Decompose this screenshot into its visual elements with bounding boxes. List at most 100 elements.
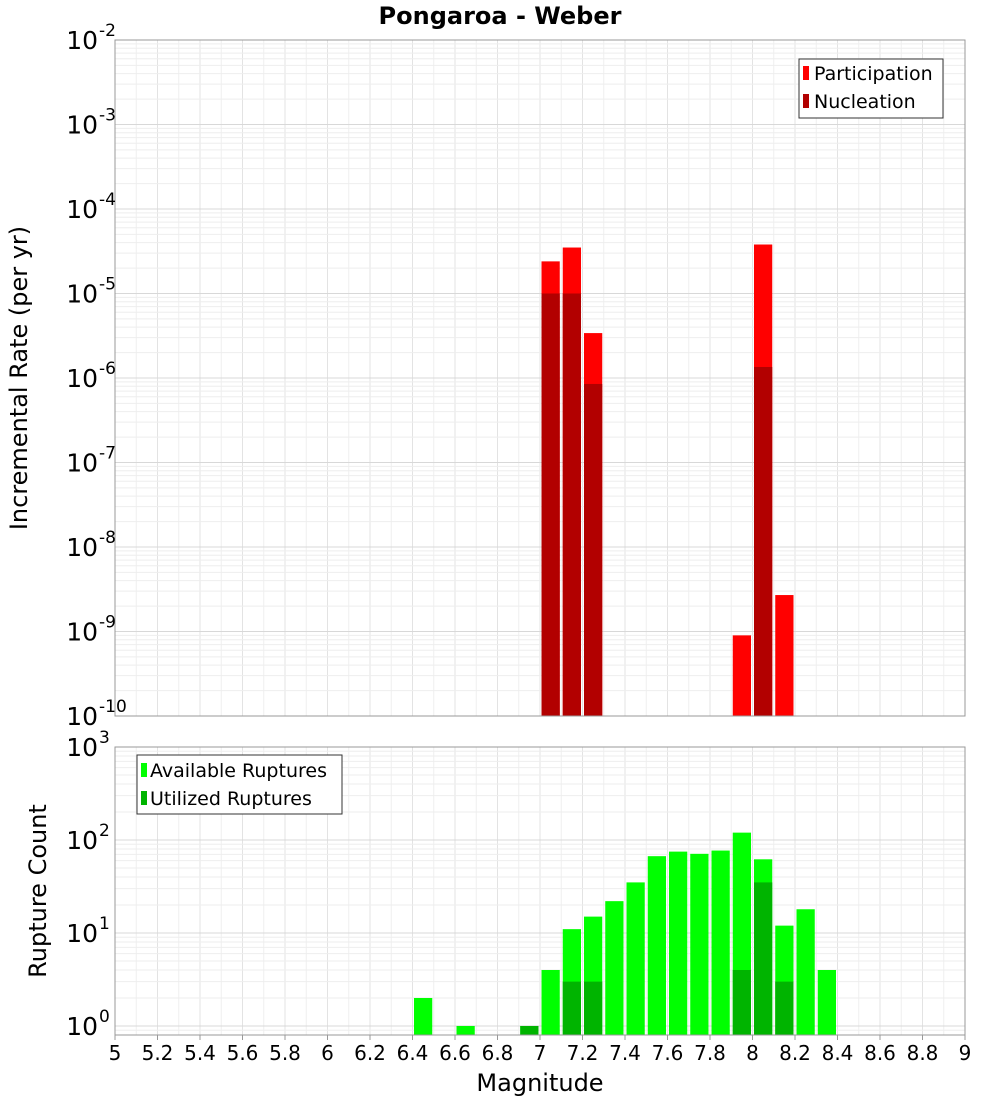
- rate-y-tick-exponent: -8: [99, 528, 116, 548]
- rate-y-tick-base: 10: [66, 111, 98, 140]
- x-tick-label: 8.2: [779, 1041, 811, 1065]
- x-tick-label: 7: [534, 1041, 547, 1065]
- count-bars: [414, 832, 836, 1035]
- rate-y-tick-exponent: -3: [99, 106, 116, 126]
- x-tick-label: 6.6: [439, 1041, 471, 1065]
- count-bar-series-0: [817, 969, 836, 1035]
- count-bar-series-0: [690, 853, 709, 1035]
- count-bar-series-1: [754, 882, 773, 1035]
- rate-y-tick-exponent: -6: [99, 359, 116, 379]
- rate-plot-border: [114, 39, 966, 717]
- count-bar-series-1: [520, 1025, 539, 1035]
- rate-y-tick-label: 10 -4: [66, 190, 116, 224]
- rate-y-tick-base: 10: [66, 26, 98, 55]
- magnitude-x-ticks: 5 5.2 5.4 5.6 5.8 6 6.2 6.4 6.6 6.8 7 7.2 7.4 7.6 7.8 8…: [109, 1035, 972, 1065]
- count-bar-series-0: [605, 901, 624, 1035]
- count-bar-series-1: [775, 981, 794, 1035]
- count-legend-box: [136, 754, 343, 815]
- count-y-tick-label: 10 0: [66, 1007, 110, 1041]
- count-legend: Available Ruptures Utilized Ruptures: [136, 754, 343, 815]
- x-tick-label: 5.2: [142, 1041, 174, 1065]
- count-y-tick-label: 10 2: [66, 821, 110, 855]
- rate-y-tick-base: 10: [66, 195, 98, 224]
- x-tick-label: 5: [109, 1041, 122, 1065]
- rate-legend: Participation Nucleation: [798, 58, 944, 119]
- rate-y-tick-base: 10: [66, 702, 98, 731]
- count-bar-series-0: [456, 1025, 475, 1035]
- count-y-tick-base: 10: [66, 826, 98, 855]
- count-y-tick-label: 10 1: [66, 914, 110, 948]
- rate-y-tick-label: 10 -9: [66, 613, 116, 647]
- count-bar-series-0: [711, 850, 730, 1035]
- rate-bar-series-1: [562, 293, 581, 716]
- x-tick-label: 5.8: [269, 1041, 301, 1065]
- x-tick-label: 8.4: [822, 1041, 854, 1065]
- x-tick-label: 7.8: [694, 1041, 726, 1065]
- rate-y-tick-label: 10 -7: [66, 444, 116, 478]
- x-tick-label: 7.4: [609, 1041, 641, 1065]
- count-bar-series-0: [414, 997, 433, 1035]
- rate-y-tick-base: 10: [66, 618, 98, 647]
- rate-grid: [114, 39, 966, 717]
- available-legend-label: Available Ruptures: [150, 760, 327, 782]
- count-y-tick-base: 10: [66, 1012, 98, 1041]
- rate-y-tick-label: 10 -5: [66, 275, 116, 309]
- x-tick-label: 5.6: [227, 1041, 259, 1065]
- participation-legend-label: Participation: [814, 63, 933, 85]
- count-y-tick-label: 10 3: [66, 728, 110, 762]
- rate-y-tick-base: 10: [66, 280, 98, 309]
- count-bar-series-1: [562, 981, 581, 1035]
- count-y-tick-exponent: 1: [99, 914, 110, 934]
- x-tick-label: 7.2: [567, 1041, 599, 1065]
- x-tick-label: 9: [959, 1041, 972, 1065]
- rate-y-tick-base: 10: [66, 364, 98, 393]
- rate-bar-series-1: [754, 366, 773, 716]
- rate-y-tick-label: 10 -8: [66, 528, 116, 562]
- rate-y-axis-label: Incremental Rate (per yr): [5, 226, 33, 530]
- count-y-tick-exponent: 2: [99, 821, 110, 841]
- count-y-tick-base: 10: [66, 919, 98, 948]
- rate-y-tick-base: 10: [66, 449, 98, 478]
- count-bar-series-0: [796, 909, 815, 1035]
- rate-bar-series-0: [775, 595, 794, 716]
- rate-y-tick-exponent: -7: [99, 444, 116, 464]
- rate-bar-series-1: [584, 383, 603, 716]
- rate-y-tick-label: 10 -10: [66, 697, 127, 731]
- utilized-legend-label: Utilized Ruptures: [150, 788, 312, 810]
- rate-legend-box: [798, 58, 944, 119]
- chart-title: Pongaroa - Weber: [379, 2, 622, 30]
- count-bar-series-1: [584, 981, 603, 1035]
- rate-y-tick-exponent: -5: [99, 275, 116, 295]
- count-bar-series-0: [669, 851, 688, 1035]
- rate-y-tick-label: 10 -2: [66, 21, 116, 55]
- count-bar-series-0: [647, 856, 666, 1035]
- rate-y-tick-exponent: -4: [99, 190, 116, 210]
- nucleation-legend-label: Nucleation: [814, 91, 916, 113]
- x-tick-label: 8.8: [907, 1041, 939, 1065]
- count-bar-series-0: [541, 969, 560, 1035]
- rate-y-tick-base: 10: [66, 533, 98, 562]
- participation-legend-swatch: [803, 66, 809, 80]
- x-tick-label: 8: [746, 1041, 759, 1065]
- x-tick-label: 6.2: [354, 1041, 386, 1065]
- x-tick-label: 5.4: [184, 1041, 216, 1065]
- rate-y-tick-exponent: -10: [99, 697, 127, 717]
- x-tick-label: 6: [321, 1041, 334, 1065]
- count-y-axis-label: Rupture Count: [24, 804, 52, 978]
- x-axis-label: Magnitude: [476, 1069, 603, 1097]
- rate-bar-series-0: [732, 635, 751, 716]
- x-tick-label: 6.4: [397, 1041, 429, 1065]
- rate-bars: [541, 244, 794, 716]
- count-y-tick-base: 10: [66, 733, 98, 762]
- available-legend-swatch: [141, 763, 147, 777]
- count-y-tick-exponent: 0: [99, 1007, 110, 1027]
- utilized-legend-swatch: [141, 791, 147, 805]
- rate-bar-series-1: [541, 293, 560, 716]
- nucleation-legend-swatch: [803, 94, 809, 108]
- count-bar-series-1: [732, 969, 751, 1035]
- rate-y-tick-exponent: -9: [99, 613, 116, 633]
